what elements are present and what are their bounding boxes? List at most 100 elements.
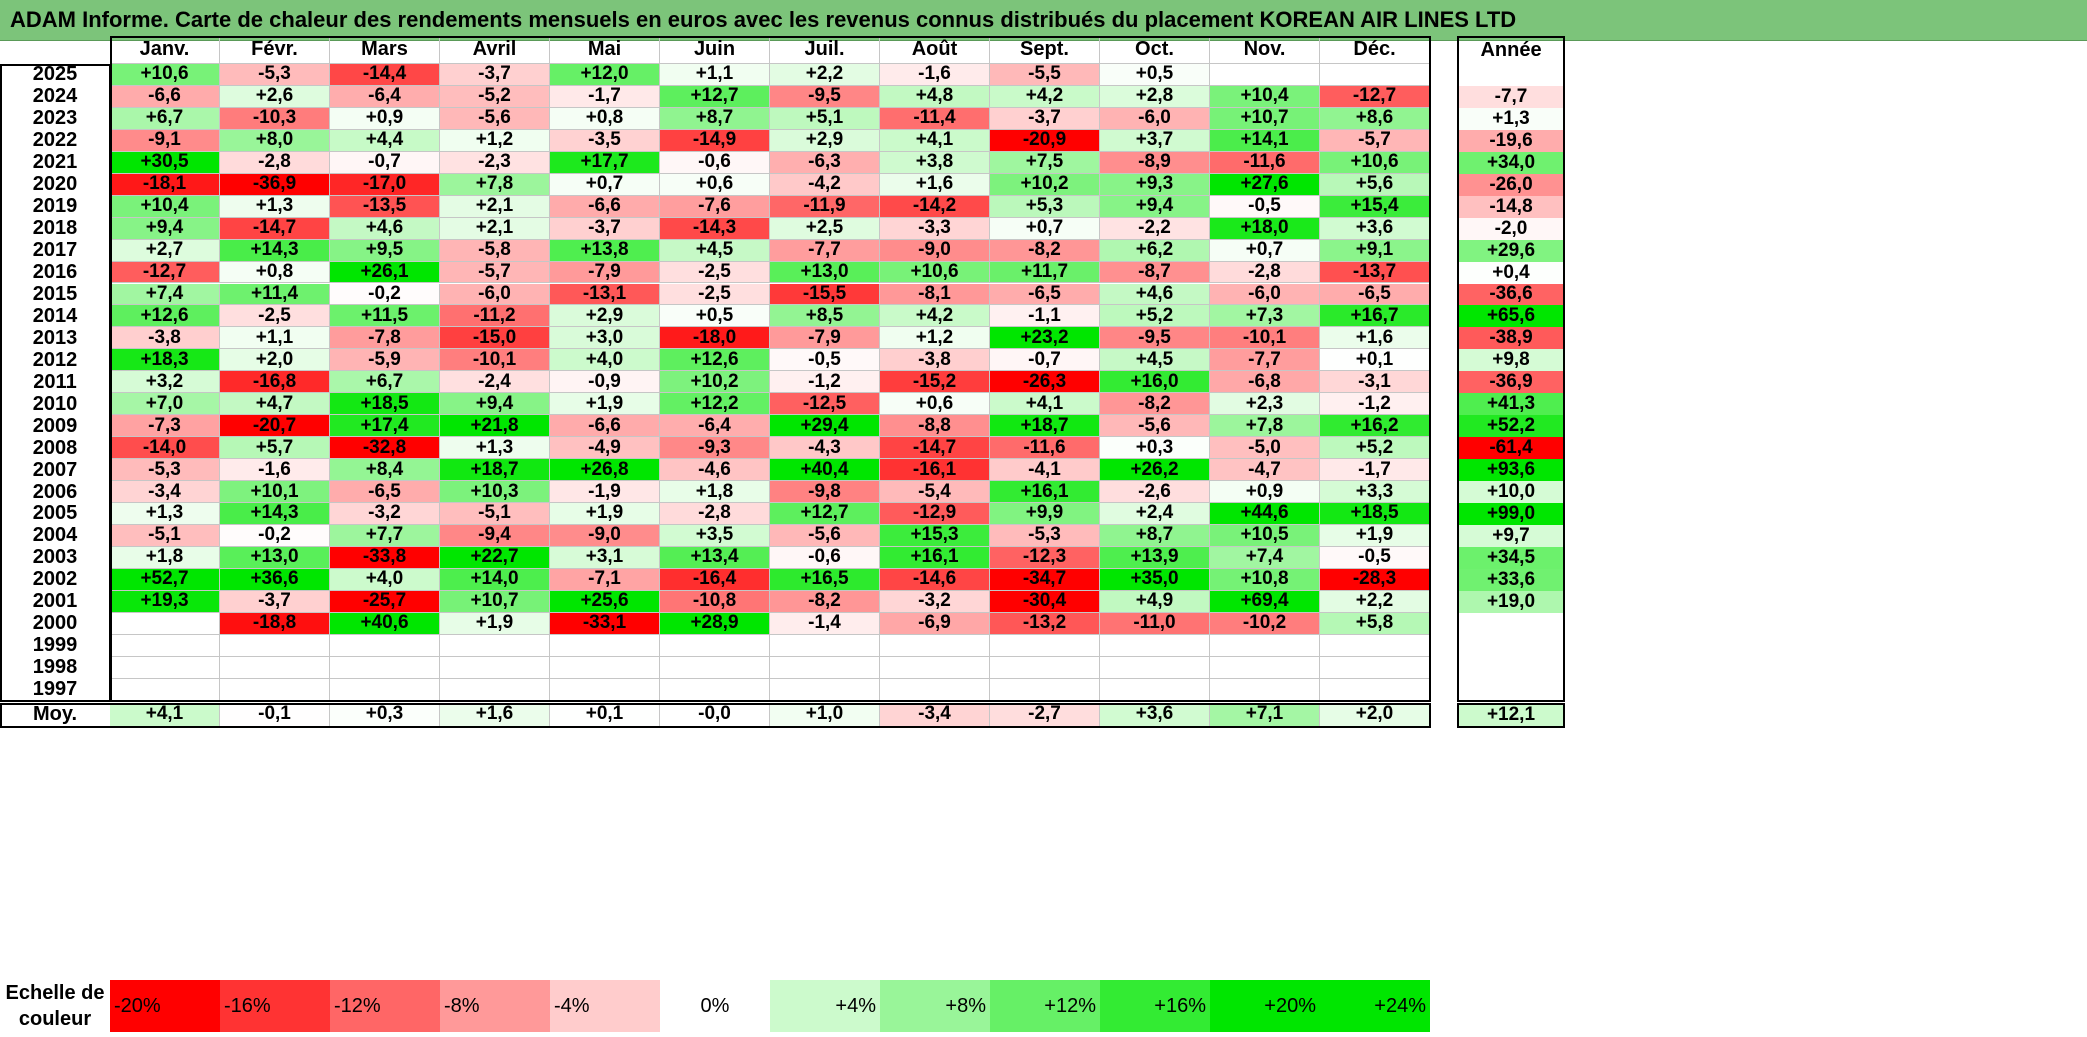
heatmap-cell: -4,2	[770, 173, 880, 196]
heatmap-cell: -6,4	[660, 415, 770, 438]
heatmap-cell	[1320, 634, 1430, 657]
heatmap-cell: +9,4	[440, 393, 550, 416]
heatmap-cell: +1,6	[880, 173, 990, 196]
heatmap-cell: +30,5	[110, 151, 220, 174]
heatmap-cell: +26,2	[1100, 459, 1210, 482]
heatmap-cell	[660, 678, 770, 701]
heatmap-cell: -36,9	[220, 173, 330, 196]
heatmap-cell: -6,9	[880, 612, 990, 635]
color-scale-stop: -12%	[330, 980, 440, 1032]
heatmap-cell: -8,2	[990, 239, 1100, 262]
heatmap-cell: -5,1	[440, 502, 550, 525]
heatmap-cell: +5,2	[1100, 305, 1210, 328]
annual-cell: -19,6	[1457, 130, 1565, 152]
heatmap-cell: +1,9	[1320, 524, 1430, 547]
heatmap-cell: +6,7	[110, 107, 220, 130]
year-label: 2010	[32, 392, 78, 415]
color-scale-stop: -16%	[220, 980, 330, 1032]
heatmap-cell: -12,7	[110, 261, 220, 284]
annual-cell: +19,0	[1457, 591, 1565, 613]
heatmap-cell: -6,3	[770, 151, 880, 174]
heatmap-cell: -13,7	[1320, 261, 1430, 284]
heatmap-cell: +4,2	[990, 85, 1100, 108]
year-label: 2024	[32, 85, 78, 108]
heatmap-cell	[330, 656, 440, 679]
heatmap-cell: -9,1	[110, 129, 220, 152]
heatmap-cell: +8,0	[220, 129, 330, 152]
heatmap-cell: -5,5	[990, 63, 1100, 86]
heatmap-cell: +14,1	[1210, 129, 1320, 152]
heatmap-cell: -5,1	[110, 524, 220, 547]
heatmap-cell: +5,6	[1320, 173, 1430, 196]
heatmap-cell: -5,7	[440, 261, 550, 284]
heatmap-cell: -5,3	[990, 524, 1100, 547]
heatmap-cell: +0,7	[550, 173, 660, 196]
heatmap-cell: +5,8	[1320, 612, 1430, 635]
average-cell: +1,0	[770, 702, 880, 727]
heatmap-cell: -33,1	[550, 612, 660, 635]
heatmap-cell: -28,3	[1320, 568, 1430, 591]
heatmap-cell: +1,6	[1320, 327, 1430, 350]
heatmap-cell: +22,7	[440, 546, 550, 569]
heatmap-cell: -5,3	[110, 459, 220, 482]
heatmap-cell: -34,7	[990, 568, 1100, 591]
month-header: Juin	[660, 36, 770, 64]
heatmap-cell: +1,1	[220, 327, 330, 350]
heatmap-cell: +1,3	[110, 502, 220, 525]
heatmap-cell: -5,9	[330, 349, 440, 372]
heatmap-cell: +10,3	[440, 481, 550, 503]
heatmap-cell: -9,8	[770, 481, 880, 503]
heatmap-cell: +17,7	[550, 151, 660, 174]
average-cell: +0,1	[550, 702, 660, 727]
heatmap-cell: -2,5	[660, 283, 770, 306]
heatmap-cell: +1,2	[880, 327, 990, 350]
heatmap-cell: -3,7	[990, 107, 1100, 130]
heatmap-cell: +0,5	[1100, 63, 1210, 86]
heatmap-cell	[1320, 678, 1430, 701]
heatmap-cell: -4,1	[990, 459, 1100, 482]
heatmap-cell: -18,1	[110, 173, 220, 196]
heatmap-cell: +2,4	[1100, 502, 1210, 525]
heatmap-cell: +6,2	[1100, 239, 1210, 262]
annual-cell	[1457, 64, 1565, 86]
heatmap-cell: -8,2	[770, 590, 880, 613]
heatmap-cell: +9,3	[1100, 173, 1210, 196]
heatmap-cell: +13,0	[220, 546, 330, 569]
average-cell: +2,0	[1320, 702, 1430, 727]
heatmap-cell: +9,9	[990, 502, 1100, 525]
heatmap-cell: -1,1	[990, 305, 1100, 328]
heatmap-cell: +10,8	[1210, 568, 1320, 591]
heatmap-cell	[770, 634, 880, 657]
heatmap-cell	[1100, 634, 1210, 657]
heatmap-cell: -12,3	[990, 546, 1100, 569]
heatmap-cell	[1100, 656, 1210, 679]
heatmap-cell: -7,9	[770, 327, 880, 350]
heatmap-cell: -20,9	[990, 129, 1100, 152]
heatmap-cell: -14,6	[880, 568, 990, 591]
heatmap-cell: +26,8	[550, 459, 660, 482]
heatmap-cell	[880, 634, 990, 657]
heatmap-cell: -5,4	[880, 481, 990, 503]
heatmap-cell: -0,6	[660, 151, 770, 174]
heatmap-cell: -11,4	[880, 107, 990, 130]
heatmap-cell	[1210, 656, 1320, 679]
heatmap-cell: -2,8	[220, 151, 330, 174]
heatmap-cell	[660, 634, 770, 657]
annual-cell: +33,6	[1457, 569, 1565, 591]
annual-cell: -7,7	[1457, 86, 1565, 108]
month-header: Sept.	[990, 36, 1100, 64]
annual-cell: +9,7	[1457, 525, 1565, 547]
heatmap-cell: +15,3	[880, 524, 990, 547]
heatmap-cell: +1,9	[550, 393, 660, 416]
heatmap-cell: +16,5	[770, 568, 880, 591]
heatmap-cell: -13,1	[550, 283, 660, 306]
heatmap-cell: -3,2	[880, 590, 990, 613]
heatmap-cell: -7,7	[770, 239, 880, 262]
heatmap-cell	[1210, 678, 1320, 701]
heatmap-cell: -3,3	[880, 217, 990, 240]
average-cell: -0,1	[220, 702, 330, 727]
heatmap-cell: -4,9	[550, 437, 660, 460]
color-scale-stop: +8%	[880, 980, 990, 1032]
heatmap-cell: -1,9	[550, 481, 660, 503]
annual-cell	[1457, 634, 1565, 657]
